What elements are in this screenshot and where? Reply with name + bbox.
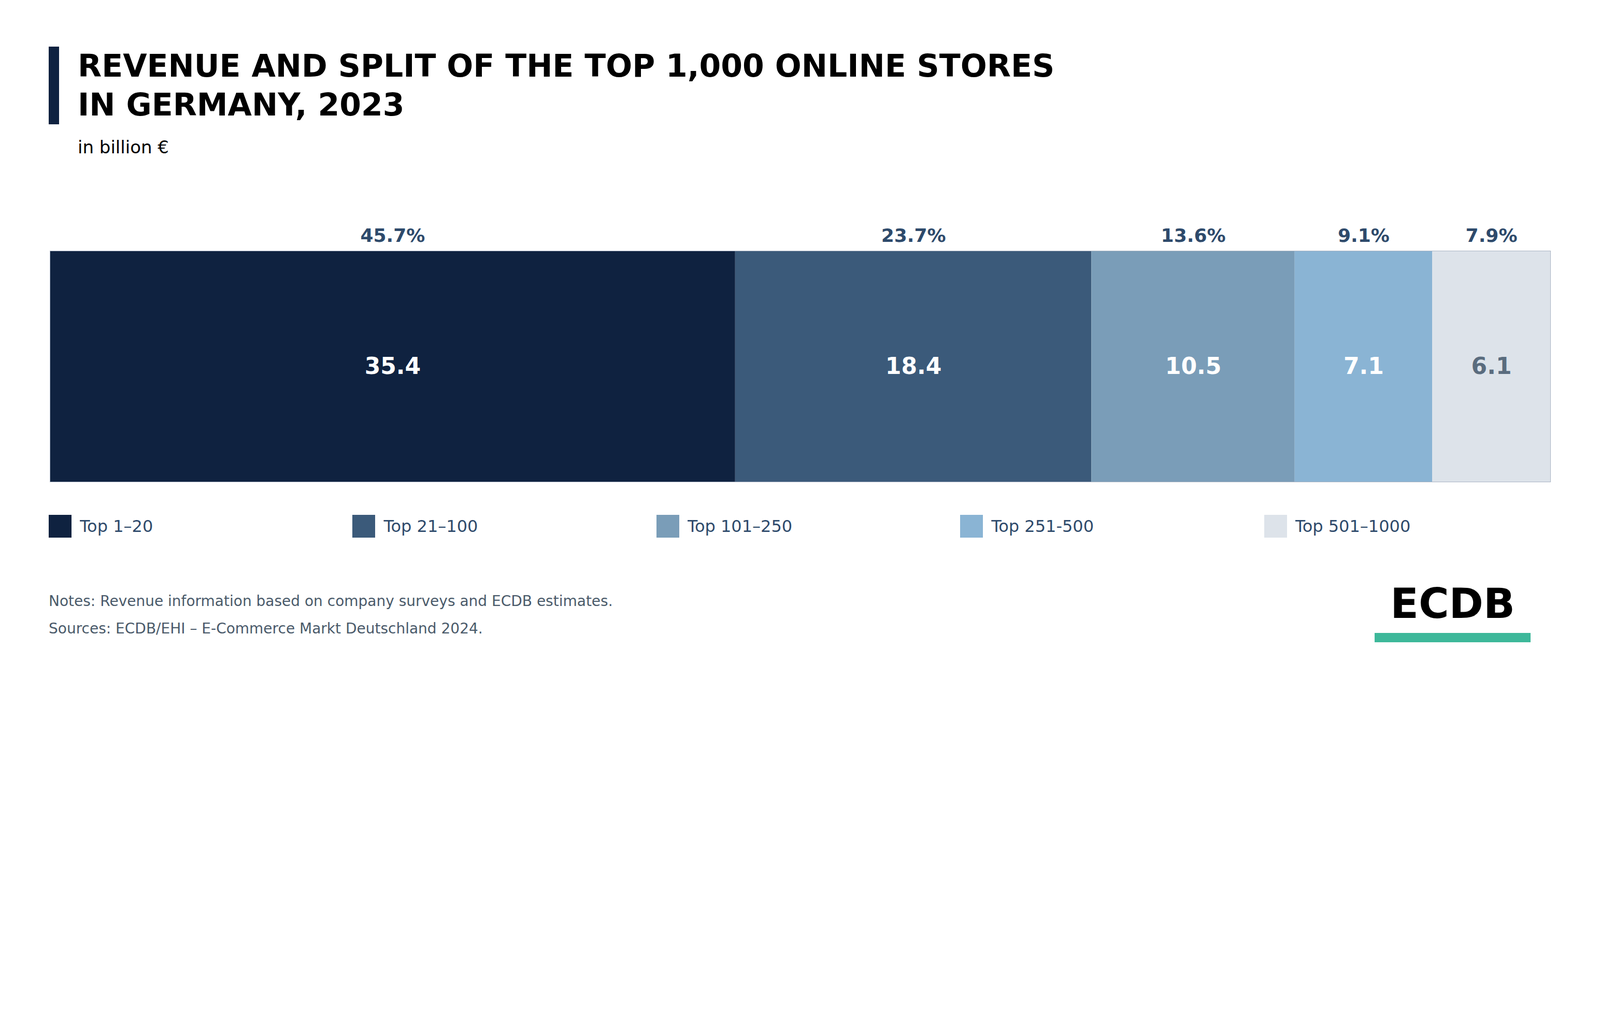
- svg-text:7.9%: 7.9%: [1465, 224, 1518, 247]
- svg-text:9.1%: 9.1%: [1337, 224, 1390, 247]
- html-text:Sources: ECDB/EHI – E-Commerce: Sources: ECDB/EHI – E-Commerce Markt Deu…: [48, 620, 483, 638]
- html-text:Notes: Revenue information bas: Notes: Revenue information based on comp…: [48, 592, 613, 610]
- html-text:ECDB: ECDB: [1390, 579, 1516, 628]
- html-text:Top 251-500: Top 251-500: [991, 516, 1094, 537]
- html-text:Top 1–20: Top 1–20: [79, 516, 154, 537]
- svg-text:7.1: 7.1: [1343, 352, 1384, 380]
- svg-text:35.4: 35.4: [364, 352, 422, 380]
- html-text:REVENUE AND SPLIT OF THE TOP 1: REVENUE AND SPLIT OF THE TOP 1,000 ONLIN…: [77, 47, 1055, 123]
- svg-text:45.7%: 45.7%: [360, 224, 425, 247]
- html-text:in billion €: in billion €: [77, 136, 169, 158]
- html-text:Top 101–250: Top 101–250: [687, 516, 793, 537]
- svg-text:18.4: 18.4: [885, 352, 942, 380]
- svg-text:10.5: 10.5: [1165, 352, 1222, 380]
- svg-text:13.6%: 13.6%: [1161, 224, 1226, 247]
- html-text:Top 501–1000: Top 501–1000: [1295, 516, 1411, 537]
- svg-text:23.7%: 23.7%: [881, 224, 947, 247]
- svg-text:6.1: 6.1: [1471, 352, 1512, 380]
- html-text:Top 21–100: Top 21–100: [383, 516, 478, 537]
